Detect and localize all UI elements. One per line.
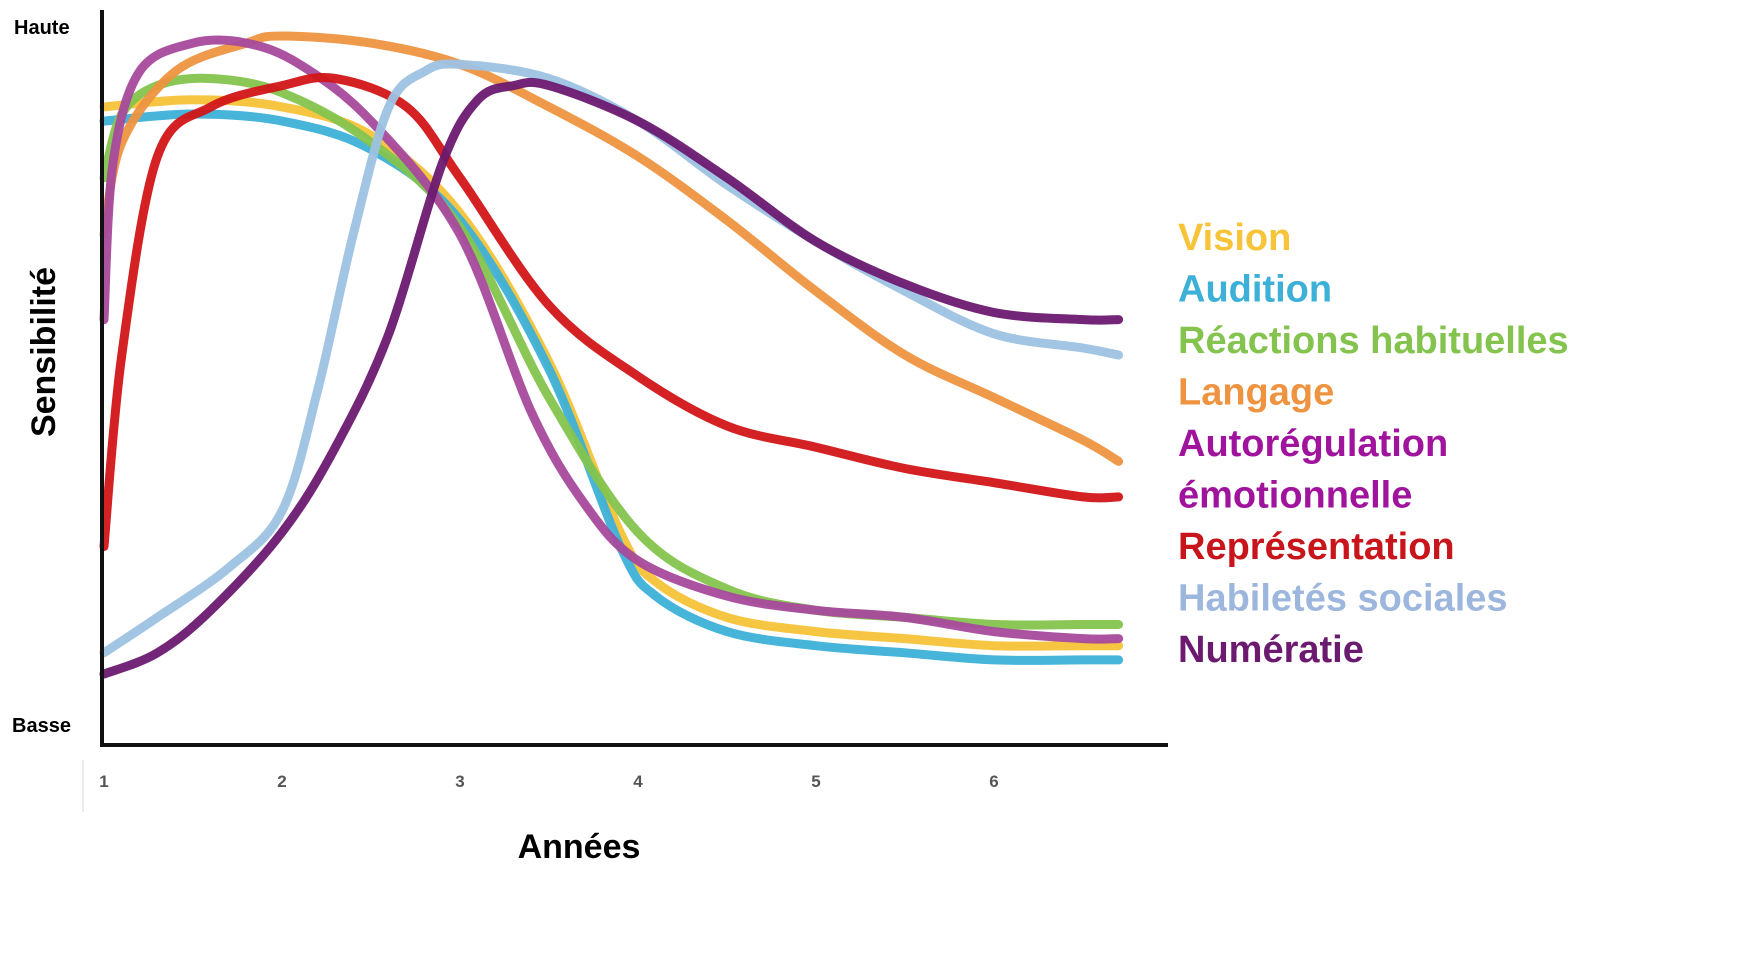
legend-entry: Numératie <box>1178 629 1364 671</box>
legend-entry: Représentation <box>1178 526 1455 568</box>
series-layer <box>99 31 1124 679</box>
legend-entry: Audition <box>1178 269 1332 311</box>
legend-entry: Habiletés sociales <box>1178 578 1508 620</box>
legend-entry: Autorégulation <box>1178 423 1448 465</box>
x-tick-label: 1 <box>99 772 108 791</box>
x-tick-label: 4 <box>633 772 643 791</box>
y-axis-title: Sensibilité <box>25 267 63 437</box>
series-line-8 <box>99 77 1124 679</box>
legend-entry: émotionnelle <box>1178 475 1412 517</box>
legend: Vision Audition Réactions habituelles Langa… <box>1178 217 1569 671</box>
x-tick-label: 5 <box>811 772 820 791</box>
series-line-1 <box>99 95 1124 651</box>
legend-entry: Langage <box>1178 372 1334 414</box>
x-tick-label: 3 <box>455 772 464 791</box>
x-tick-labels: 1 2 3 4 5 6 <box>99 772 998 791</box>
y-bottom-label: Basse <box>12 715 71 737</box>
x-axis-title: Années <box>518 828 641 866</box>
legend-entry: Vision <box>1178 217 1291 259</box>
series-line-4 <box>99 31 1124 466</box>
x-tick-label: 6 <box>989 772 998 791</box>
series-line-6 <box>99 72 1124 551</box>
series-line-7 <box>99 59 1124 658</box>
x-tick-label: 2 <box>277 772 286 791</box>
series-line-5 <box>99 35 1124 644</box>
legend-entry: Réactions habituelles <box>1178 320 1569 362</box>
y-top-label: Haute <box>14 17 70 39</box>
